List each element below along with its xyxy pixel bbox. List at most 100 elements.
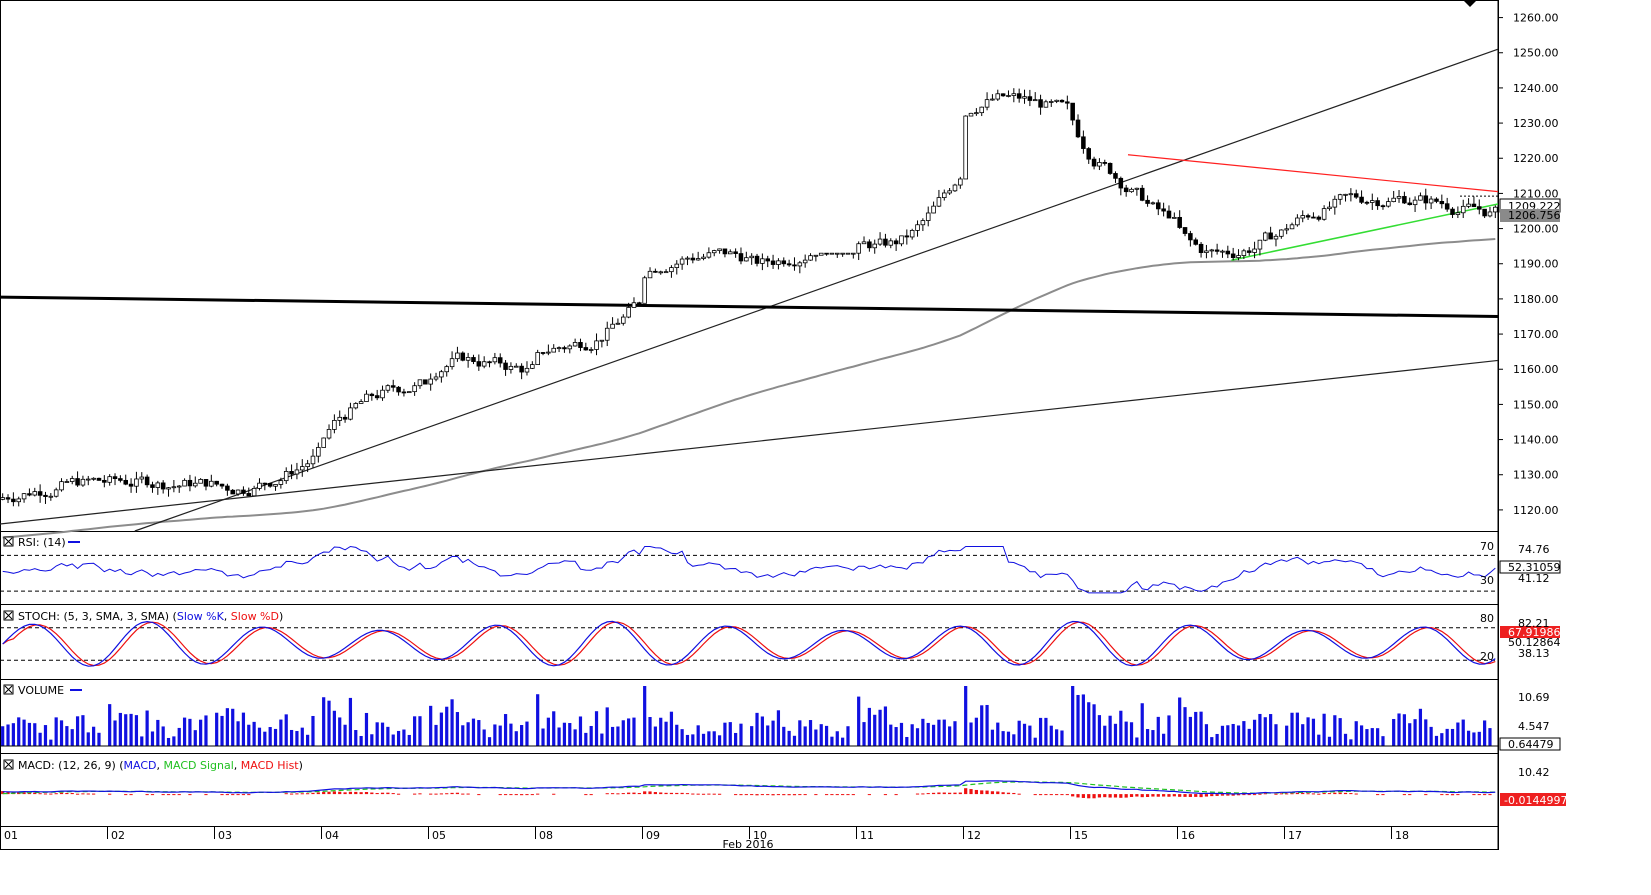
volume-bar — [418, 716, 422, 746]
macd-hist-bar — [1242, 794, 1246, 796]
candle-up — [283, 471, 289, 482]
candle-down — [423, 379, 428, 385]
candle-up — [899, 235, 904, 245]
volume-bar — [1247, 728, 1251, 746]
candle-up — [273, 484, 278, 487]
volume-bar — [332, 710, 336, 746]
trendline-triangle-resistance — [1127, 154, 1499, 193]
volume-bar — [1060, 730, 1064, 746]
macd-hist-bar — [964, 788, 968, 795]
macd-hist-bar — [1349, 793, 1353, 795]
candle-down — [369, 393, 375, 397]
candle-up — [706, 252, 712, 258]
volume-bar — [1001, 731, 1005, 746]
candle-up — [1295, 217, 1300, 226]
volume-bar — [937, 719, 941, 746]
macd-hist-bar — [942, 792, 946, 795]
volume-bar — [166, 737, 171, 746]
volume-bar — [621, 720, 625, 746]
volume-bar — [1365, 729, 1369, 746]
candle-down — [267, 483, 273, 487]
candle-up — [1129, 188, 1134, 193]
macd-title-suffix: ) — [299, 759, 303, 772]
macd-hist-bar — [1295, 792, 1299, 795]
price-axis: 1260.00 1250.00 1240.00 1230.00 1220.00 1210.… — [1498, 12, 1559, 517]
volume-bar — [1392, 718, 1396, 746]
time-label: 18 — [1395, 829, 1409, 842]
candle-up — [439, 371, 444, 378]
volume-bar — [819, 724, 823, 746]
macd-hist-bar — [396, 793, 401, 795]
sma-tag: 1206.756 — [1508, 209, 1561, 222]
volume-bar — [1012, 734, 1016, 746]
candle-down — [1059, 99, 1065, 103]
candle-up — [599, 339, 605, 342]
macd-hist-bar — [750, 794, 754, 796]
candle-up — [91, 477, 96, 480]
volume-bar — [792, 735, 797, 746]
candle-up — [621, 316, 626, 324]
candle-up — [209, 480, 214, 487]
volume-bar — [493, 724, 497, 746]
macd-hist-bar — [680, 792, 684, 795]
volume-bar — [883, 706, 888, 746]
volume-bar — [766, 725, 770, 746]
volume-bar — [1445, 728, 1449, 746]
macd-hist-bar — [1087, 794, 1091, 799]
candle-up — [963, 115, 968, 180]
candle-up — [813, 254, 819, 257]
volume-bar — [680, 729, 684, 746]
month-label: Feb 2016 — [723, 838, 774, 851]
volume-bar — [664, 721, 668, 746]
macd-hist-bar — [739, 794, 743, 796]
volume-bar — [830, 736, 834, 746]
volume-bar — [1376, 728, 1380, 746]
candle-up — [176, 485, 182, 488]
macd-hist-bar — [696, 793, 700, 795]
macd-hist-bar — [1012, 792, 1016, 795]
candle-down — [1139, 187, 1145, 201]
volume-bar — [1418, 708, 1423, 746]
scroll-down-icon[interactable] — [1464, 1, 1476, 7]
candle-down — [1423, 195, 1429, 204]
macd-hist-bar — [461, 793, 465, 795]
candle-down — [225, 485, 230, 491]
macd-hist-bar — [1381, 794, 1385, 796]
stoch-d-line — [2, 621, 1496, 667]
macd-hist-bar — [1113, 794, 1118, 798]
volume-bar — [359, 735, 363, 746]
candle-down — [401, 391, 407, 394]
candle-down — [144, 476, 150, 486]
volume-bar — [771, 720, 775, 746]
time-label: 10 — [753, 829, 767, 842]
volume-bar — [701, 733, 706, 746]
macd-hist-bar — [653, 792, 657, 795]
macd-hist-bar — [316, 792, 320, 795]
volume-bar — [974, 717, 978, 746]
candle-up — [679, 258, 685, 265]
volume-bar — [1167, 715, 1171, 746]
volume-bar — [728, 722, 732, 746]
candle-down — [262, 482, 268, 485]
macd-hist-bar — [418, 793, 422, 795]
volume-bar — [11, 723, 15, 746]
volume-bar — [1440, 733, 1444, 746]
volume-bar — [1081, 694, 1085, 746]
macd-hist-bar — [1, 791, 5, 795]
macd-hist-bar — [450, 792, 454, 795]
candle-up — [182, 479, 187, 487]
candle-up — [69, 478, 75, 482]
candle-down — [1102, 162, 1108, 164]
candle-up — [1391, 197, 1396, 203]
volume-bar — [841, 737, 845, 746]
macd-hist-bar — [776, 794, 781, 796]
time-label: 16 — [1181, 829, 1195, 842]
candle-up — [524, 367, 530, 373]
volume-bar — [905, 736, 909, 746]
macd-hist-bar — [188, 794, 192, 796]
macd-hist-bar — [1424, 794, 1428, 796]
candle-up — [1348, 193, 1354, 196]
volume-bar — [134, 715, 139, 746]
macd-hist-bar — [610, 793, 615, 795]
